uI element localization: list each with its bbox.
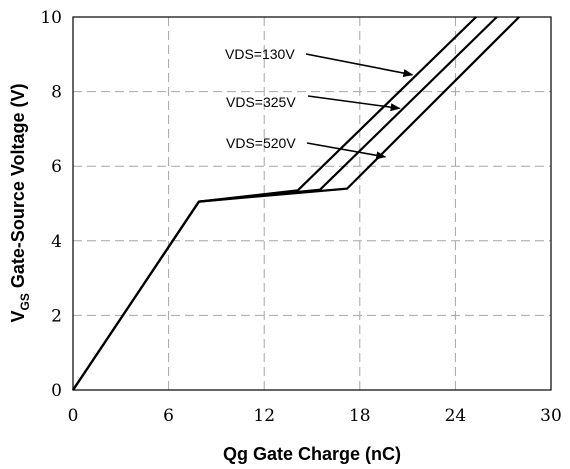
y-axis-label-main: V (8, 311, 28, 323)
series-line-3 (72, 16, 520, 391)
annotation-group: VDS=130V VDS=325V VDS=520V (225, 46, 414, 160)
annotation-arrow-1 (305, 53, 414, 78)
y-tick-label-8: 8 (51, 83, 62, 103)
y-axis-label-subscript: GS (18, 293, 32, 310)
x-tick-label-6: 6 (163, 406, 174, 426)
y-tick-label-4: 4 (51, 232, 62, 252)
series-annotation-1: VDS=130V (225, 46, 295, 62)
y-axis-label-rest: Gate-Source Voltage (V) (8, 83, 28, 293)
x-tick-labels: 0 6 12 18 24 30 (68, 406, 562, 426)
y-tick-label-10: 10 (40, 8, 62, 28)
x-tick-label-24: 24 (445, 406, 467, 426)
grid-lines (73, 17, 551, 390)
x-axis-label: Qg Gate Charge (nC) (223, 444, 401, 464)
series-line-2 (72, 16, 498, 391)
y-tick-label-0: 0 (51, 381, 62, 401)
y-tick-label-2: 2 (51, 306, 62, 326)
x-tick-label-30: 30 (540, 406, 562, 426)
plot-area-frame (72, 16, 552, 391)
x-tick-label-18: 18 (349, 406, 371, 426)
series-group (72, 16, 520, 391)
annotation-arrow-3 (306, 142, 387, 160)
y-tick-label-6: 6 (51, 157, 62, 177)
y-axis-label: VGS Gate-Source Voltage (V) (8, 83, 32, 322)
series-annotation-3: VDS=520V (226, 135, 296, 151)
x-tick-label-12: 12 (253, 406, 275, 426)
annotation-arrow-2 (307, 95, 401, 112)
series-line-1 (72, 16, 477, 391)
series-annotation-2: VDS=325V (226, 94, 296, 110)
x-tick-label-0: 0 (68, 406, 79, 426)
y-tick-labels: 0 2 4 6 8 10 (40, 8, 62, 401)
